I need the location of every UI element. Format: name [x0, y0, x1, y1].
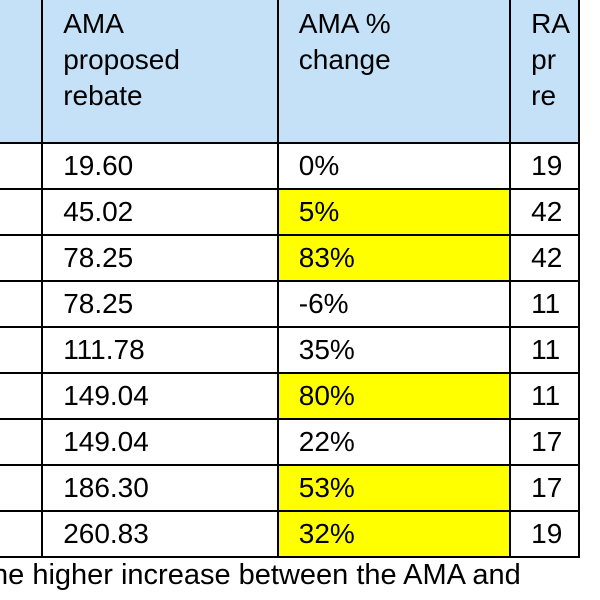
cell-value: 32% — [298, 518, 355, 549]
table-row: 260.83 32% 19 — [0, 510, 580, 558]
header-line: AMA % — [298, 8, 391, 39]
ra-cell: 19 — [509, 142, 580, 190]
ama-change-cell: 0% — [276, 142, 512, 190]
ra-cell: 42 — [509, 234, 580, 282]
cell-value: 78.25 — [63, 242, 134, 273]
caption-text: he higher increase between the AMA and — [0, 559, 521, 591]
cell-value: -6% — [298, 288, 349, 319]
cell-value: 11 — [531, 380, 561, 411]
rebate-table: AMA proposed rebate AMA % change RA pr re 19.60… — [0, 0, 580, 558]
ama-change-cell: 5% — [276, 188, 512, 236]
ama-rebate-cell: 149.04 — [41, 372, 279, 420]
row-label-cell — [0, 188, 44, 236]
table-row: 186.30 53% 17 — [0, 464, 580, 512]
table-row: 78.25 83% 42 — [0, 234, 580, 282]
header-cell-blank — [0, 0, 44, 144]
ama-rebate-cell: 186.30 — [41, 464, 279, 512]
ama-change-cell: 22% — [276, 418, 512, 466]
header-line: AMA — [63, 8, 124, 39]
ra-cell: 42 — [509, 188, 580, 236]
cell-value: 5% — [298, 196, 340, 227]
cell-value: 78.25 — [63, 288, 134, 319]
cell-value: 149.04 — [63, 380, 149, 411]
row-label-cell — [0, 372, 44, 420]
table-row: 45.02 5% 42 — [0, 188, 580, 236]
ama-change-cell: 53% — [276, 464, 512, 512]
ra-cell: 19 — [509, 510, 580, 558]
cell-value: 22% — [298, 426, 355, 457]
ama-change-cell: 83% — [276, 234, 512, 282]
table-body: 19.60 0% 19 45.02 5% 42 78.25 83% 42 78.25 -6% 11 11… — [0, 142, 580, 558]
header-line: re — [531, 80, 557, 111]
ama-change-cell: 35% — [276, 326, 512, 374]
ama-rebate-cell: 45.02 — [41, 188, 279, 236]
ra-cell: 17 — [509, 464, 580, 512]
cell-value: 0% — [298, 150, 340, 181]
cell-value: 19 — [531, 518, 563, 549]
cell-value: 42 — [531, 242, 563, 273]
ama-rebate-cell: 78.25 — [41, 234, 279, 282]
cell-value: 11 — [531, 288, 561, 319]
header-cell-ra: RA pr re — [509, 0, 580, 144]
cell-value: 35% — [298, 334, 355, 365]
cell-value: 19 — [531, 150, 563, 181]
cell-value: 17 — [531, 426, 563, 457]
ama-change-cell: 80% — [276, 372, 512, 420]
table-row: 78.25 -6% 11 — [0, 280, 580, 328]
cell-value: 260.83 — [63, 518, 149, 549]
row-label-cell — [0, 464, 44, 512]
cell-value: 111.78 — [63, 334, 145, 365]
ra-cell: 17 — [509, 418, 580, 466]
ama-rebate-cell: 260.83 — [41, 510, 279, 558]
cell-value: 53% — [298, 472, 355, 503]
header-cell-ama-proposed-rebate: AMA proposed rebate — [41, 0, 279, 144]
table-row: 149.04 80% 11 — [0, 372, 580, 420]
cell-value: 149.04 — [63, 426, 149, 457]
ra-cell: 11 — [509, 280, 580, 328]
table-row: 111.78 35% 11 — [0, 326, 580, 374]
table-row: 149.04 22% 17 — [0, 418, 580, 466]
header-line: pr — [531, 44, 557, 75]
row-label-cell — [0, 510, 44, 558]
ama-rebate-cell: 149.04 — [41, 418, 279, 466]
cell-value: 19.60 — [63, 150, 134, 181]
cell-value: 83% — [298, 242, 355, 273]
header-line: proposed — [63, 44, 180, 75]
ama-rebate-cell: 111.78 — [41, 326, 279, 374]
table-row: 19.60 0% 19 — [0, 142, 580, 190]
row-label-cell — [0, 418, 44, 466]
ama-change-cell: -6% — [276, 280, 512, 328]
header-cell-ama-change: AMA % change — [276, 0, 512, 144]
ama-rebate-cell: 78.25 — [41, 280, 279, 328]
row-label-cell — [0, 280, 44, 328]
cell-value: 42 — [531, 196, 563, 227]
cell-value: 11 — [531, 334, 561, 365]
row-label-cell — [0, 142, 44, 190]
cell-value: 17 — [531, 472, 563, 503]
cell-value: 45.02 — [63, 196, 134, 227]
cell-value: 80% — [298, 380, 355, 411]
ra-cell: 11 — [509, 326, 580, 374]
cell-value: 186.30 — [63, 472, 149, 503]
row-label-cell — [0, 234, 44, 282]
ama-change-cell: 32% — [276, 510, 512, 558]
ra-cell: 11 — [509, 372, 580, 420]
header-line: rebate — [63, 80, 143, 111]
header-line: RA — [531, 8, 571, 39]
row-label-cell — [0, 326, 44, 374]
header-line: change — [298, 44, 391, 75]
header-row: AMA proposed rebate AMA % change RA pr re — [0, 0, 580, 144]
ama-rebate-cell: 19.60 — [41, 142, 279, 190]
